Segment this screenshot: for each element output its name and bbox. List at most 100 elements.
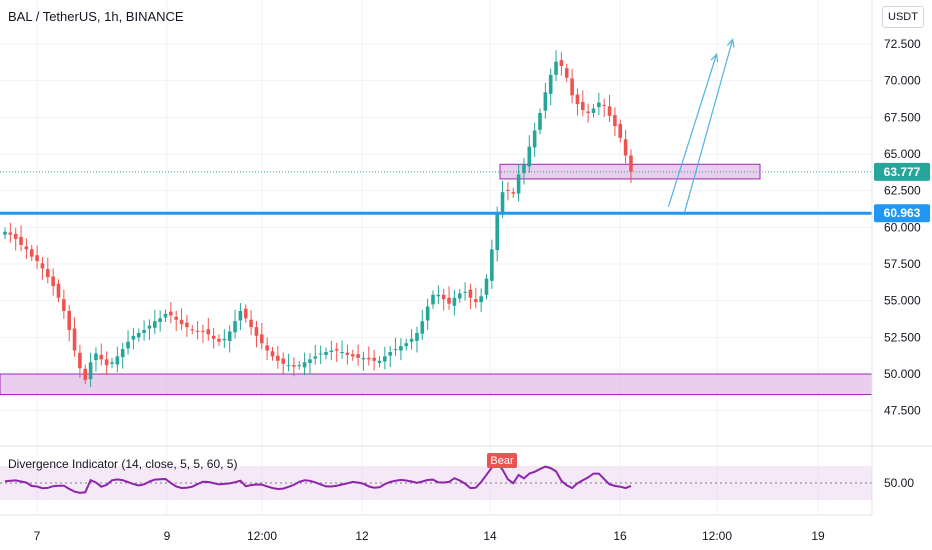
candle-body [597,102,601,108]
candle-body [554,61,558,75]
y-tick-label: 65.000 [884,147,921,161]
candle-body [506,189,510,191]
candle-body [211,335,216,339]
candle-body [40,263,45,269]
bear-badge [487,453,517,468]
candle-body [19,236,23,245]
candle-body [586,111,590,113]
candle-body [511,192,516,194]
y-tick-label: 72.500 [884,37,921,51]
x-tick-label: 14 [483,529,497,543]
candle-body [260,334,264,344]
x-tick-label: 12 [355,529,369,543]
candle-body [206,329,211,335]
candle-body [527,146,532,167]
candle-body [490,249,494,281]
candle-body [35,255,39,262]
candle-body [185,322,189,328]
resistance-zone[interactable] [0,373,873,396]
candle-body [334,349,339,351]
candle-body [607,106,612,116]
price-tag-label: 63.777 [884,165,921,179]
candle-body [72,328,77,351]
candle-body [441,294,446,300]
candle-body [377,360,382,363]
candle-body [463,291,467,293]
candle-body [474,299,478,303]
candle-body [286,365,291,367]
candle-body [543,92,548,111]
candle-body [62,299,66,311]
candle-body [131,335,136,340]
candle-body [158,318,162,322]
candle-body [88,362,93,380]
price-tag [874,162,930,181]
candle-body [83,368,88,380]
candle-body [618,123,623,138]
candle-body [190,329,195,331]
trend-arrow[interactable] [683,39,734,213]
candle-body [169,311,173,316]
candle-body [110,362,114,364]
candle-body [120,349,125,358]
candle-body [318,353,323,355]
candle-body [564,68,569,78]
y-tick-label: 47.500 [884,404,921,418]
candle-body [500,192,505,212]
candle-body [399,346,403,351]
candle-body [415,332,419,341]
candle-body [78,352,82,369]
candle-body [270,351,275,357]
trend-arrow[interactable] [667,54,718,207]
candle-body [195,330,200,332]
candle-body [361,357,366,360]
candle-body [249,319,253,328]
candle-body [3,231,7,235]
y-tick-label: 52.500 [884,330,921,344]
candle-body [13,233,18,240]
candle-body [345,352,350,355]
indicator-line [4,461,632,494]
x-tick-label: 19 [811,529,825,543]
candle-body [46,269,50,278]
candle-body [591,108,596,113]
candle-body [29,249,34,257]
candle-body [308,359,312,363]
candle-body [393,349,398,351]
candle-body [431,294,435,305]
y-tick-label: 60.000 [884,220,921,234]
candle-body [238,310,243,321]
candle-body [104,359,109,366]
candle-body [350,354,355,357]
candle-body [56,283,61,298]
candle-body [409,338,414,342]
candle-body [495,212,499,251]
candle-body [329,350,334,352]
candle-body [372,357,376,361]
candle-body [201,330,205,332]
candle-body [136,332,141,338]
arrow-head [710,52,719,63]
candle-body [142,330,146,333]
candle-body [532,130,537,148]
y-tick-label: 67.500 [884,110,921,124]
candle-body [243,308,248,319]
candle-body [115,356,120,365]
candle-body [468,289,473,298]
x-tick-label: 9 [164,529,171,543]
candle-body [292,365,296,367]
candle-body [153,321,157,328]
candle-body [383,356,387,362]
candle-body [227,331,232,341]
candle-body [436,294,441,297]
candle-body [570,78,574,96]
x-tick-label: 12:00 [247,529,277,543]
y-tick-label: 50.000 [884,367,921,381]
currency-badge[interactable]: USDT [882,6,924,28]
candle-body [452,297,457,306]
candle-body [538,112,542,130]
candle-body [297,365,302,367]
y-tick-label: 57.500 [884,257,921,271]
candle-body [313,356,318,359]
